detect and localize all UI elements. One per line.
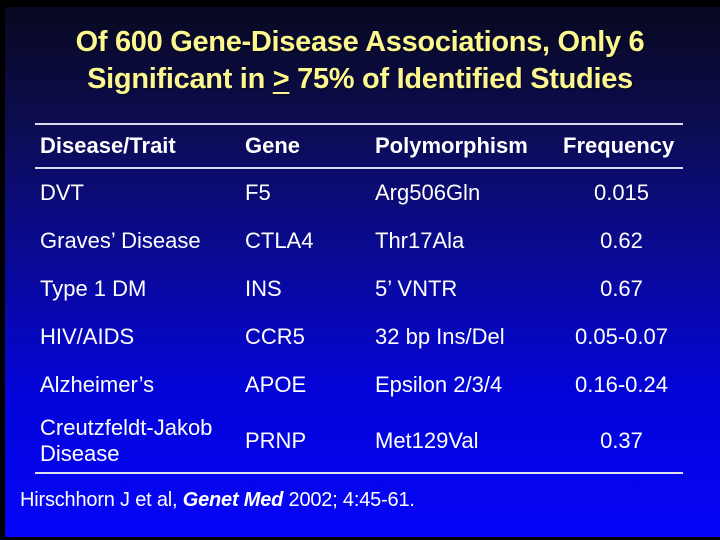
- table-rule-header-bottom: [35, 167, 683, 169]
- citation-authors: Hirschhorn J et al,: [20, 489, 183, 511]
- cell-disease: Graves’ Disease: [40, 228, 201, 253]
- cell-frequency: 0.05-0.07: [575, 324, 668, 349]
- gene-disease-table: Disease/Trait Gene Polymorphism Frequenc…: [35, 123, 683, 474]
- title-line-2-suffix: 75% of Identified Studies: [289, 63, 633, 95]
- slide-border-top: [0, 0, 720, 7]
- header-cell-frequency: Frequency: [563, 133, 675, 158]
- cell-gene: CCR5: [245, 324, 305, 349]
- table-rule-top: [35, 123, 683, 125]
- cell-polymorphism: Epsilon 2/3/4: [375, 372, 503, 397]
- cell-frequency: 0.67: [600, 276, 643, 301]
- cell-polymorphism: Met129Val: [375, 427, 479, 453]
- citation: Hirschhorn J et al, Genet Med 2002; 4:45…: [20, 489, 415, 512]
- table-row: DVT F5 Arg506Gln 0.015: [35, 169, 683, 217]
- cell-disease: Alzheimer’s: [40, 372, 155, 397]
- table-row: HIV/AIDS CCR5 32 bp Ins/Del 0.05-0.07: [35, 313, 683, 361]
- table-row: Creutzfeldt-Jakob Disease PRNP Met129Val…: [35, 409, 683, 472]
- table-row: Alzheimer’s APOE Epsilon 2/3/4 0.16-0.24: [35, 361, 683, 409]
- cell-gene: INS: [245, 276, 282, 301]
- header-cell-polymorphism: Polymorphism: [375, 133, 528, 158]
- header-cell-disease: Disease/Trait: [40, 133, 176, 158]
- cell-polymorphism: Thr17Ala: [375, 228, 465, 253]
- table-header-row: Disease/Trait Gene Polymorphism Frequenc…: [35, 125, 683, 167]
- slide-border-left: [0, 0, 5, 540]
- table-row: Graves’ Disease CTLA4 Thr17Ala 0.62: [35, 217, 683, 265]
- cell-disease: HIV/AIDS: [40, 324, 135, 349]
- slide-title: Of 600 Gene-Disease Associations, Only 6…: [0, 24, 720, 98]
- cell-gene: F5: [245, 180, 271, 205]
- cell-polymorphism: 5’ VNTR: [375, 276, 458, 301]
- cell-frequency: 0.16-0.24: [575, 372, 668, 397]
- table-rule-bottom: [35, 472, 683, 474]
- cell-gene: CTLA4: [245, 228, 314, 253]
- title-line-1: Of 600 Gene-Disease Associations, Only 6: [75, 26, 645, 58]
- cell-gene: PRNP: [245, 427, 307, 453]
- cell-frequency: 0.015: [593, 180, 650, 205]
- greater-equal-symbol: >: [272, 63, 290, 95]
- header-cell-gene: Gene: [245, 133, 301, 158]
- citation-journal: Genet Med: [182, 489, 284, 511]
- slide-border-bottom: [0, 537, 720, 540]
- cell-polymorphism: 32 bp Ins/Del: [375, 324, 505, 349]
- cell-disease: DVT: [40, 180, 84, 205]
- cell-gene: APOE: [245, 372, 307, 397]
- cell-frequency: 0.62: [600, 228, 643, 253]
- title-line-2: Significant in > 75% of Identified Studi…: [0, 61, 720, 98]
- cell-disease: Type 1 DM: [40, 276, 147, 301]
- table-row: Type 1 DM INS 5’ VNTR 0.67: [35, 265, 683, 313]
- title-line-2-prefix: Significant in: [87, 63, 273, 95]
- cell-polymorphism: Arg506Gln: [375, 180, 481, 205]
- cell-frequency: 0.37: [600, 427, 643, 453]
- citation-details: 2002; 4:45-61.: [283, 489, 415, 511]
- cell-disease: Creutzfeldt-Jakob Disease: [40, 415, 213, 466]
